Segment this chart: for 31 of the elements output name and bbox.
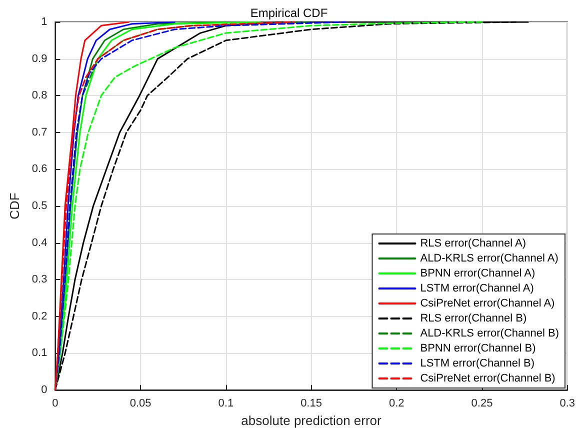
x-tick-label: 0.05 <box>130 398 152 410</box>
legend-label: CsiPreNet error(Channel B) <box>420 372 556 384</box>
y-tick-label: 0.7 <box>32 126 48 138</box>
legend-label: ALD-KRLS error(Channel A) <box>420 252 558 264</box>
legend-label: CsiPreNet error(Channel A) <box>420 298 555 310</box>
legend-label: LSTM error(Channel A) <box>420 282 534 294</box>
legend-label: BPNN error(Channel B) <box>420 342 536 354</box>
x-tick-label: 0.15 <box>300 398 322 410</box>
chart-title: Empirical CDF <box>250 6 328 20</box>
legend-label: BPNN error(Channel A) <box>420 268 536 280</box>
x-axis-title: absolute prediction error <box>241 412 382 428</box>
x-tick-label: 0.2 <box>388 398 404 410</box>
y-tick-label: 0.2 <box>32 310 48 322</box>
legend-label: RLS error(Channel A) <box>420 238 526 250</box>
y-tick-label: 0.1 <box>32 347 48 360</box>
y-tick-label: 0 <box>41 384 48 396</box>
legend-label: ALD-KRLS error(Channel B) <box>420 328 560 340</box>
y-tick-label: 0.4 <box>32 236 48 249</box>
y-tick-label: 0.3 <box>32 274 48 286</box>
x-tick-label: 0.1 <box>218 398 234 410</box>
y-tick-label: 0.9 <box>32 52 48 65</box>
y-axis-title: CDF <box>7 192 22 220</box>
y-tick-label: 1 <box>41 16 48 28</box>
x-tick-label: 0.3 <box>560 398 576 410</box>
x-tick-label: 0.25 <box>471 398 493 410</box>
y-tick-label: 0.5 <box>32 200 48 212</box>
legend-label: LSTM error(Channel B) <box>420 358 535 370</box>
y-tick-label: 0.6 <box>32 163 48 176</box>
legend-label: RLS error(Channel B) <box>420 312 527 324</box>
x-tick-label: 0 <box>52 398 58 410</box>
y-tick-label: 0.8 <box>32 90 48 102</box>
